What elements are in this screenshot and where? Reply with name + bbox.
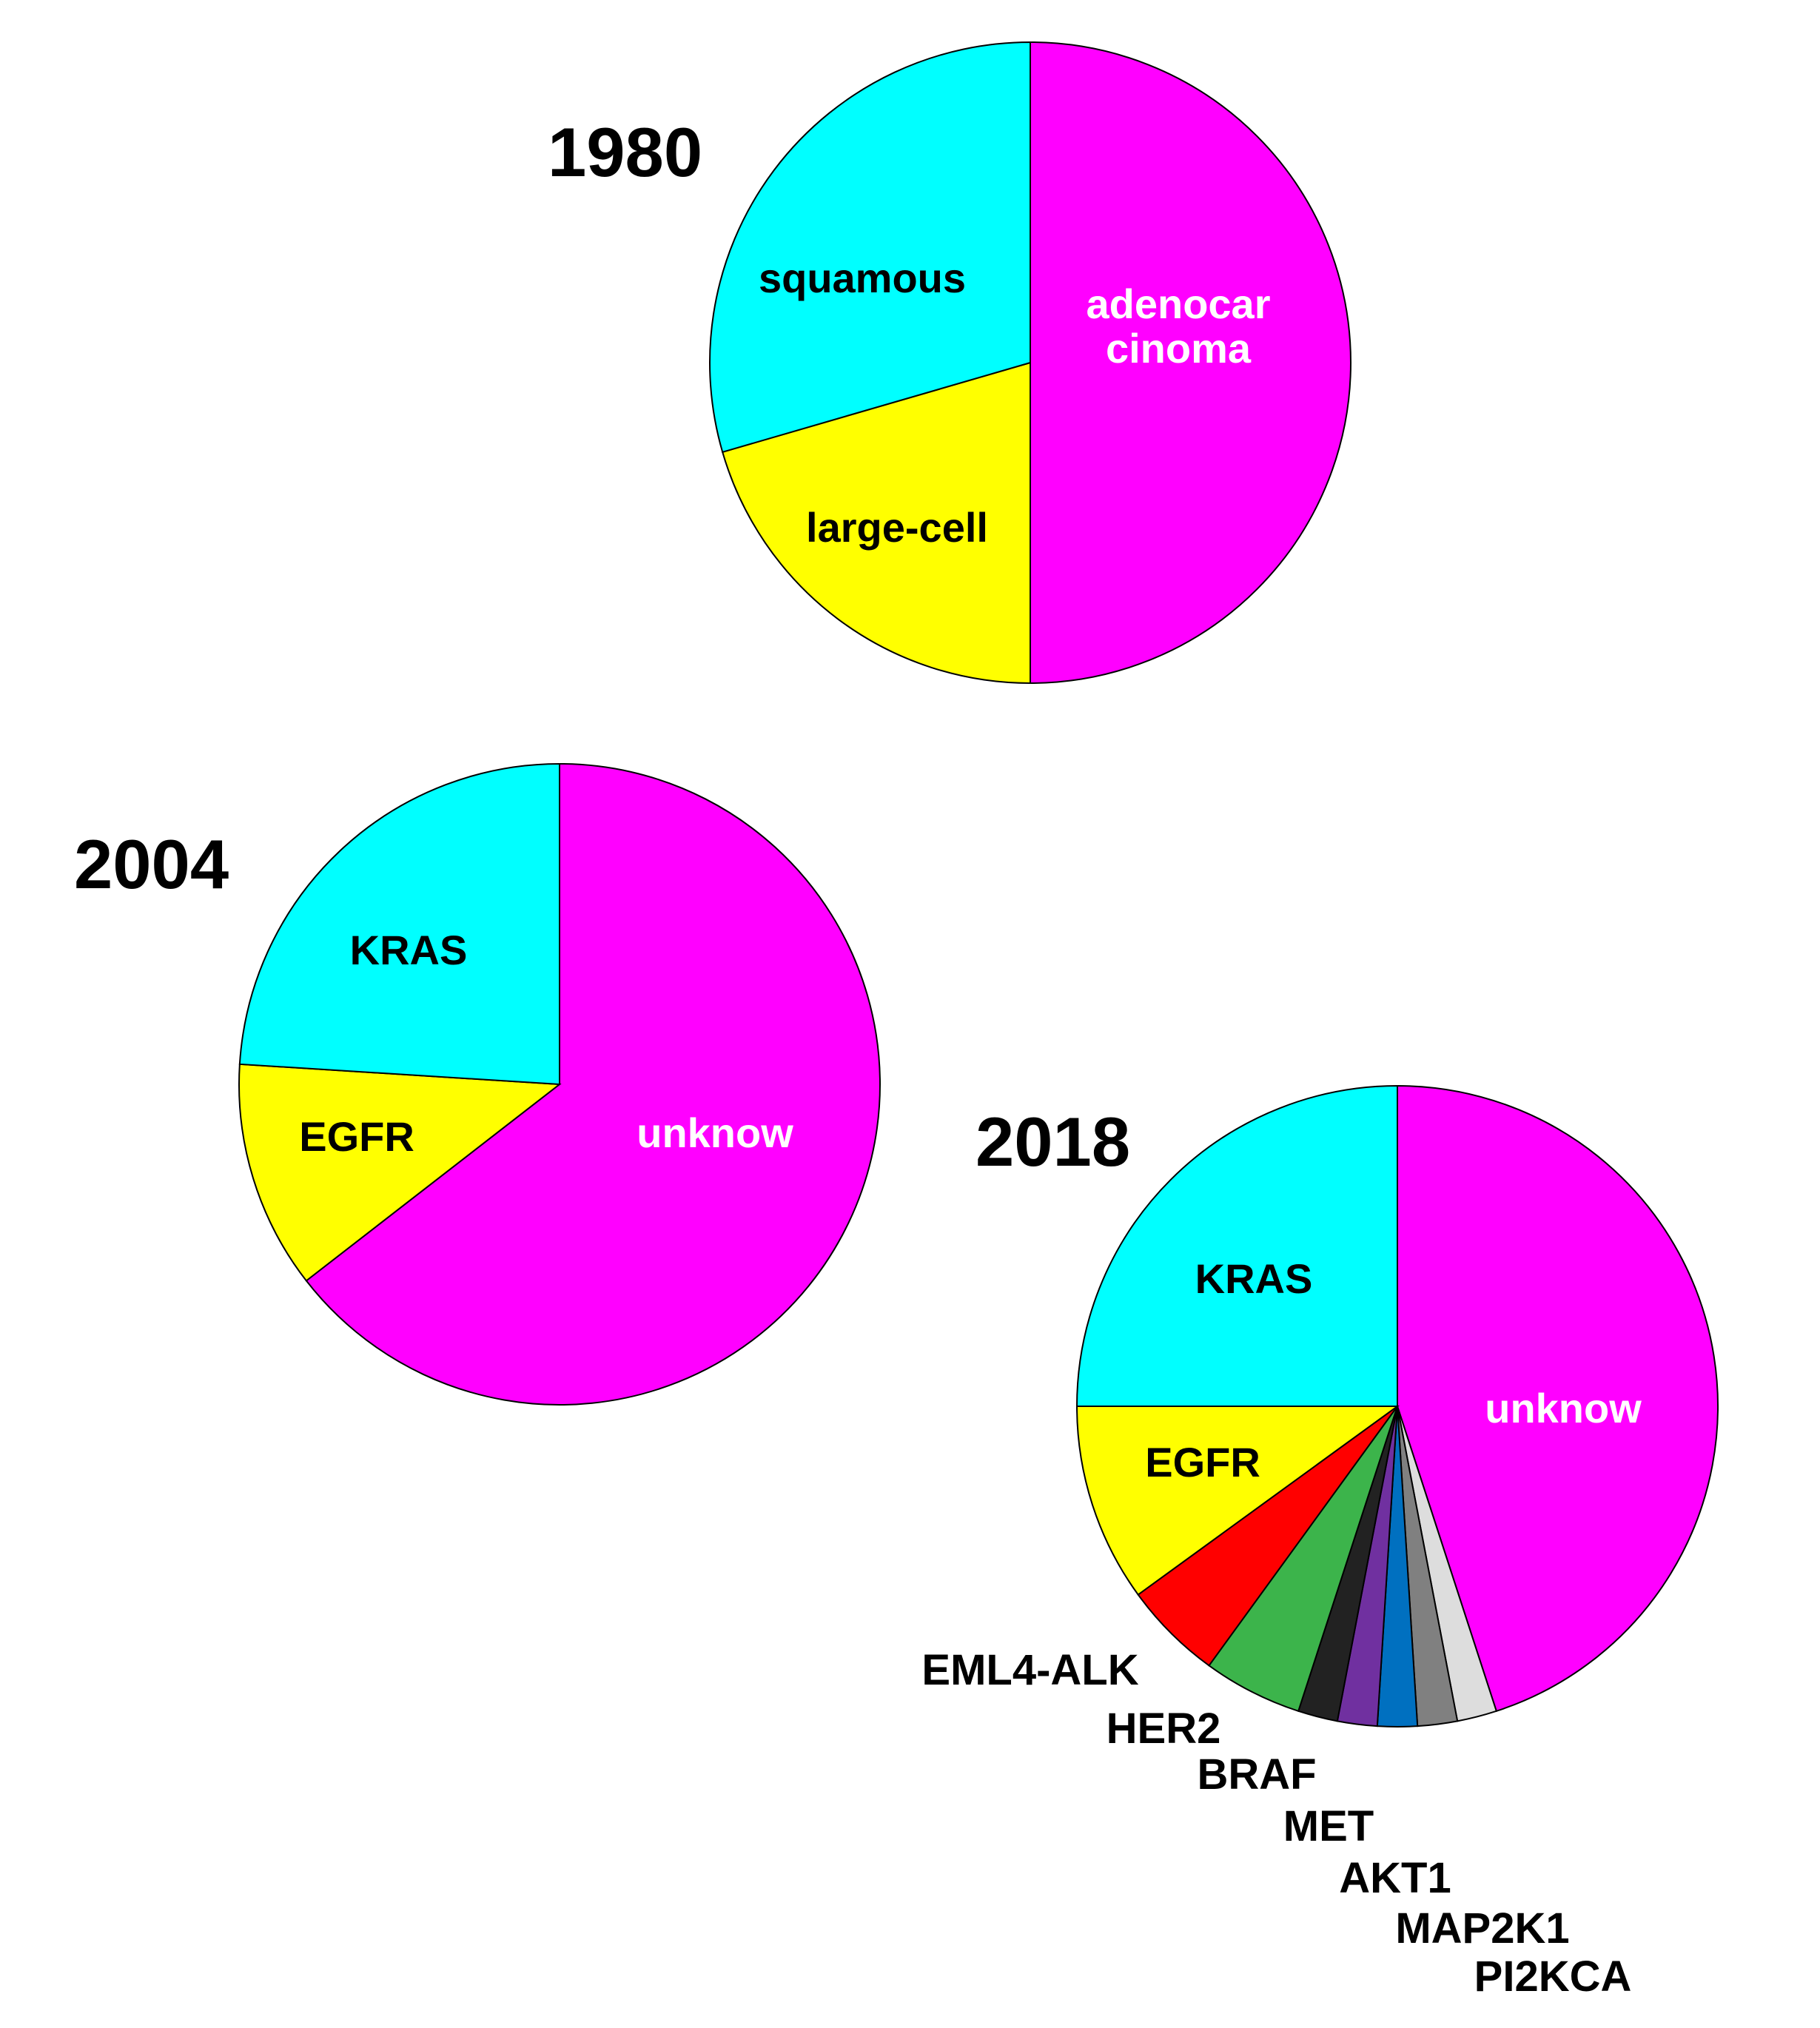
title-1980: 1980 — [548, 113, 702, 191]
slice-1980-squamous — [709, 41, 1031, 454]
label-2018-akt1: AKT1 — [1339, 1854, 1451, 1902]
label-2018-pi2kca: PI2KCA — [1474, 1953, 1632, 2001]
slice-2004-kras — [238, 762, 560, 1086]
label-2004-kras: KRAS — [350, 927, 468, 973]
slice-1980-large-cell — [721, 361, 1031, 685]
slice-2018-kras — [1075, 1084, 1398, 1407]
label-2018-unknow: unknow — [1485, 1385, 1642, 1431]
slice-2004-egfr — [238, 1063, 562, 1282]
label-2004-unknow: unknow — [637, 1109, 793, 1156]
title-2004: 2004 — [74, 825, 229, 903]
label-2018-kras: KRAS — [1195, 1255, 1313, 1302]
label-2018-egfr: EGFR — [1145, 1439, 1260, 1485]
label-1980-large-cell: large-cell — [806, 504, 988, 551]
label-2018-eml4-alk: EML4-ALK — [921, 1646, 1138, 1694]
slice-2018-unknow — [1397, 1084, 1719, 1713]
label-2004-egfr: EGFR — [299, 1113, 414, 1160]
slice-2004-unknow — [305, 762, 881, 1406]
label-2018-met: MET — [1283, 1802, 1374, 1850]
label-1980-squamous: squamous — [759, 255, 966, 301]
title-2018: 2018 — [976, 1103, 1130, 1181]
label-1980-adenocarcinoma: adenocar cinoma — [1087, 281, 1271, 372]
label-2018-braf: BRAF — [1197, 1750, 1316, 1799]
slice-1980-adenocarcinoma — [1030, 41, 1351, 685]
pie-2004: unknow EGFR KRAS — [238, 762, 881, 1406]
pie-1980: adenocar cinoma large-cell squamous — [709, 41, 1351, 685]
label-2018-map2k1: MAP2K1 — [1395, 1904, 1569, 1953]
label-2018-her2: HER2 — [1107, 1705, 1221, 1753]
slice-2018-egfr — [1075, 1406, 1400, 1596]
